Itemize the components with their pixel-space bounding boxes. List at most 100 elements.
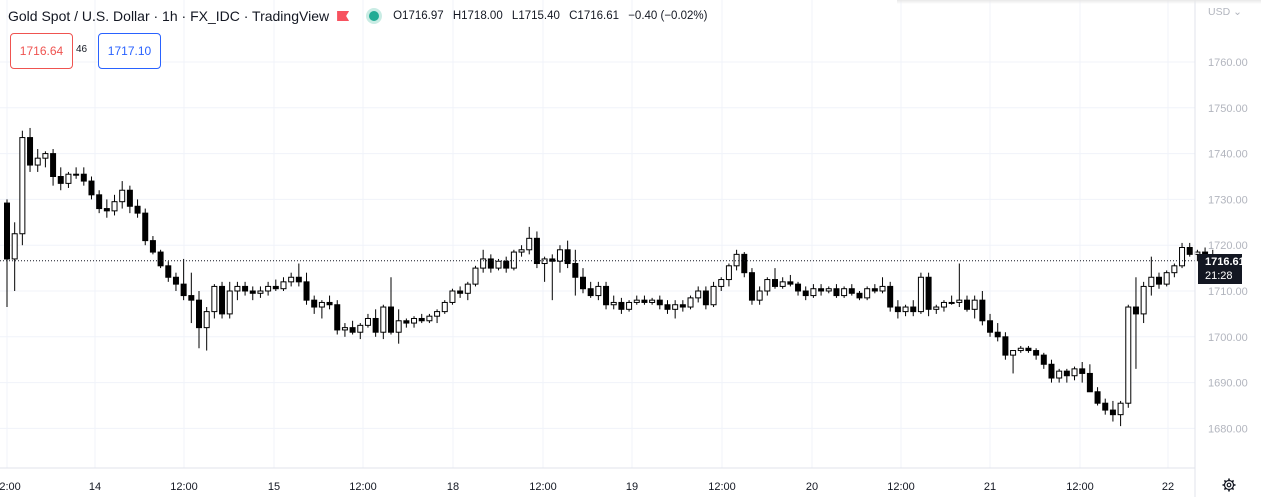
candle bbox=[603, 281, 610, 310]
candle-body bbox=[27, 137, 34, 166]
grid-lines bbox=[0, 0, 1195, 468]
candle-body bbox=[702, 290, 709, 306]
candle-body bbox=[1140, 285, 1147, 315]
market-open-dot-icon bbox=[369, 11, 380, 21]
candle-body bbox=[956, 299, 963, 303]
candle bbox=[1094, 387, 1101, 406]
candle-body bbox=[349, 327, 356, 333]
candle-body bbox=[364, 317, 371, 326]
candle-body bbox=[226, 290, 233, 315]
candle-body bbox=[971, 299, 978, 310]
candle bbox=[787, 274, 794, 287]
candle bbox=[503, 256, 510, 273]
candle-body bbox=[603, 285, 610, 306]
candle bbox=[894, 300, 901, 319]
candle-body bbox=[818, 288, 825, 292]
candle-body bbox=[940, 301, 947, 308]
candle bbox=[1017, 345, 1024, 353]
candle bbox=[833, 284, 840, 298]
candle-body bbox=[1017, 347, 1024, 352]
chart-header: Gold Spot / U.S. Dollar · 1h · FX_IDC · … bbox=[0, 0, 713, 32]
candle bbox=[34, 149, 41, 172]
gear-icon[interactable] bbox=[1222, 478, 1236, 492]
candle bbox=[964, 295, 970, 312]
candle bbox=[871, 284, 878, 294]
candle-body bbox=[1002, 336, 1009, 356]
candle bbox=[687, 295, 694, 310]
candle-body bbox=[902, 306, 909, 313]
candle bbox=[149, 236, 156, 255]
candle-body bbox=[234, 285, 241, 292]
candle bbox=[11, 222, 18, 291]
candle bbox=[679, 300, 686, 312]
candle-body bbox=[1071, 368, 1078, 377]
candle-body bbox=[165, 265, 172, 278]
candle-body bbox=[948, 301, 955, 304]
x-tick-label: 12:00 bbox=[529, 481, 557, 493]
candle bbox=[695, 286, 702, 303]
x-tick-label: 22 bbox=[1162, 481, 1174, 493]
y-tick-label: 1700.00 bbox=[1208, 332, 1248, 344]
candle-body bbox=[994, 331, 1001, 338]
candle-body bbox=[434, 311, 441, 317]
candle bbox=[134, 199, 141, 218]
candle bbox=[779, 277, 786, 289]
candle bbox=[288, 272, 295, 287]
candle-body bbox=[42, 153, 49, 159]
y-tick-label: 1690.00 bbox=[1208, 378, 1248, 390]
candle bbox=[487, 254, 494, 273]
candle bbox=[825, 286, 832, 294]
candle-body bbox=[196, 299, 202, 329]
candle-body bbox=[50, 153, 57, 178]
candle-body bbox=[1010, 350, 1017, 356]
candle bbox=[42, 151, 49, 168]
candle bbox=[818, 284, 825, 296]
candle-body bbox=[656, 299, 663, 306]
currency-selector[interactable]: USD ⌄ bbox=[1208, 6, 1242, 18]
candle bbox=[411, 316, 418, 328]
flag-icon[interactable] bbox=[337, 11, 349, 21]
candle bbox=[518, 245, 525, 257]
candle-body bbox=[441, 301, 448, 313]
candle-body bbox=[1086, 372, 1093, 393]
x-tick-label: 12:00 bbox=[170, 481, 198, 493]
symbol-title[interactable]: Gold Spot / U.S. Dollar · 1h · FX_IDC · … bbox=[8, 8, 330, 24]
candle-body bbox=[19, 137, 26, 235]
candle bbox=[334, 300, 341, 335]
last-price-label: 1716.61 bbox=[1205, 256, 1245, 268]
ohlc-legend: O1716.97 H1718.00 L1715.40 C1716.61 −0.4… bbox=[393, 10, 713, 22]
candle-body bbox=[687, 297, 694, 308]
candle-body bbox=[1048, 363, 1055, 379]
last-price-tag: 1716.61 21:28 bbox=[1198, 254, 1245, 284]
candle bbox=[234, 281, 241, 301]
candle bbox=[610, 295, 617, 310]
candle-body bbox=[341, 327, 348, 331]
candle bbox=[933, 304, 940, 314]
candle-series bbox=[4, 127, 1224, 427]
y-tick-label: 1680.00 bbox=[1208, 423, 1248, 435]
candle-body bbox=[964, 299, 970, 310]
candle-body bbox=[856, 292, 863, 299]
candle-body bbox=[111, 201, 118, 212]
candle bbox=[265, 281, 272, 296]
candle-body bbox=[572, 263, 579, 278]
candle bbox=[979, 291, 986, 326]
bar-countdown: 21:28 bbox=[1205, 270, 1233, 282]
candle bbox=[457, 286, 464, 298]
candle-body bbox=[126, 189, 133, 207]
candle-body bbox=[710, 285, 717, 306]
candle bbox=[318, 300, 325, 319]
candle bbox=[718, 277, 725, 291]
candle bbox=[864, 286, 871, 301]
candle-body bbox=[418, 317, 425, 322]
candle bbox=[395, 309, 402, 344]
candle bbox=[441, 300, 448, 314]
candle-body bbox=[672, 304, 679, 310]
buy-button[interactable]: 1717.10 bbox=[98, 33, 161, 69]
candle bbox=[1156, 272, 1162, 289]
candle-body bbox=[748, 272, 755, 301]
sell-button[interactable]: 1716.64 bbox=[10, 33, 73, 69]
candle-body bbox=[733, 253, 740, 267]
